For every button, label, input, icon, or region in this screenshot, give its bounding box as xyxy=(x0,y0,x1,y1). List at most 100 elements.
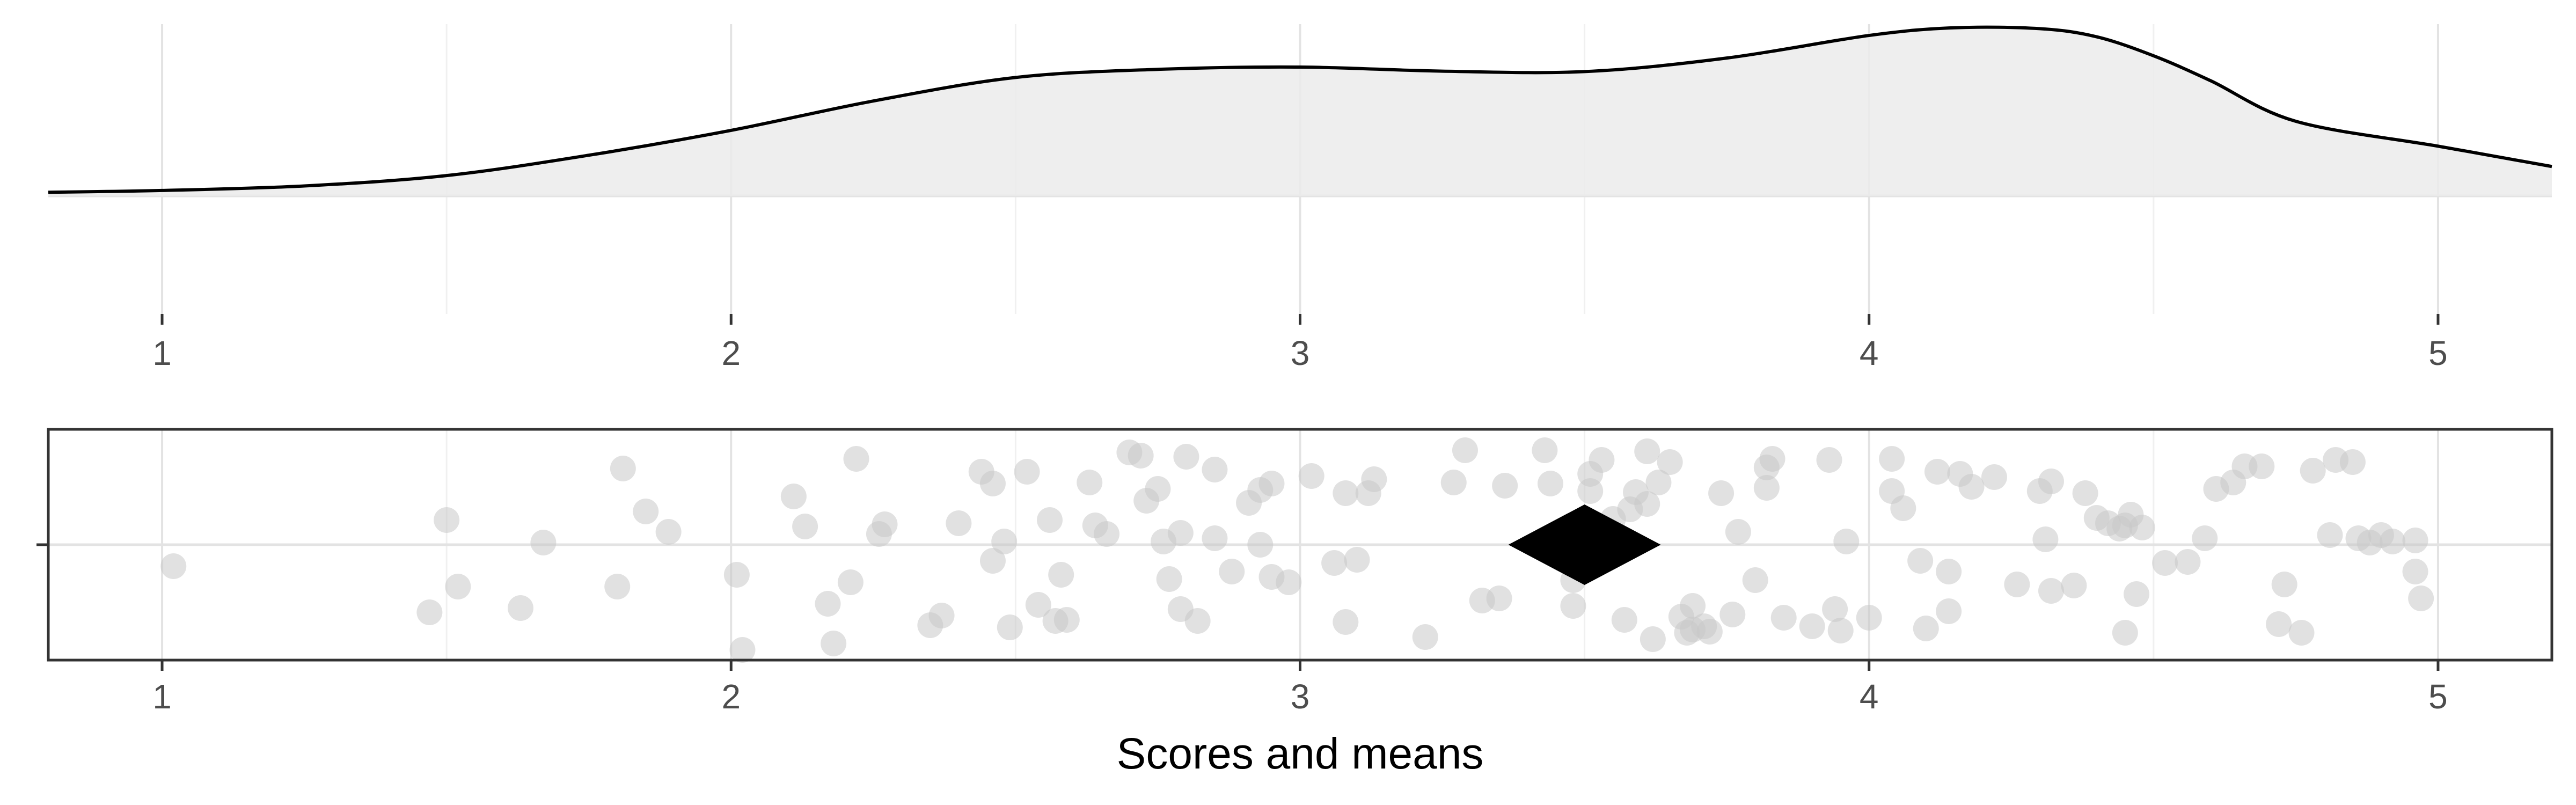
score-point xyxy=(843,446,869,472)
score-point xyxy=(1156,566,1182,592)
score-point xyxy=(416,599,443,625)
score-point xyxy=(1645,470,1672,495)
score-point xyxy=(1048,562,1074,588)
score-point xyxy=(1657,449,1683,475)
score-point xyxy=(1202,457,1228,482)
score-point xyxy=(2072,480,2098,506)
score-point xyxy=(1037,507,1063,533)
score-point xyxy=(2339,449,2366,475)
score-point xyxy=(1333,609,1359,635)
score-point xyxy=(633,499,659,524)
score-point xyxy=(2300,458,2326,484)
score-point xyxy=(1981,464,2007,490)
score-point xyxy=(1759,446,1785,472)
score-point xyxy=(1708,480,1735,506)
score-point xyxy=(928,603,955,628)
score-point xyxy=(1560,593,1586,619)
score-point xyxy=(2004,572,2030,597)
score-point xyxy=(604,574,631,599)
points-x-tick-label: 4 xyxy=(1860,677,1879,716)
density-area xyxy=(48,27,2552,196)
points-panel: 1 2 3 4 5 xyxy=(36,428,2553,716)
score-point xyxy=(1077,470,1103,495)
score-point xyxy=(2112,620,2138,646)
score-point xyxy=(2266,611,2292,637)
score-point xyxy=(1492,473,1518,499)
score-point xyxy=(530,530,557,555)
score-point xyxy=(2317,522,2343,548)
score-point xyxy=(1827,618,1854,643)
score-point xyxy=(1184,608,1211,634)
score-point xyxy=(445,574,471,599)
score-point xyxy=(815,591,841,617)
score-point xyxy=(2192,525,2218,551)
score-point xyxy=(2038,469,2064,494)
score-point xyxy=(655,519,682,545)
score-point xyxy=(821,631,847,656)
score-point xyxy=(1936,598,1962,624)
score-point xyxy=(979,548,1006,574)
points-x-tick-label: 5 xyxy=(2428,677,2448,716)
score-point xyxy=(1321,550,1348,576)
score-point xyxy=(2408,586,2434,611)
score-point xyxy=(2038,578,2064,604)
density-curve xyxy=(48,25,2552,194)
score-point xyxy=(979,471,1006,496)
points-x-tick-label: 3 xyxy=(1291,677,1310,716)
score-point xyxy=(872,511,898,537)
score-point xyxy=(1833,529,1860,554)
score-point xyxy=(2249,453,2275,479)
density-x-tick-label: 1 xyxy=(152,334,172,372)
score-point xyxy=(2380,529,2406,554)
score-point xyxy=(991,529,1018,554)
score-point xyxy=(1634,438,1660,464)
score-point xyxy=(1907,548,1934,574)
score-point xyxy=(723,562,750,588)
points-x-tick-label: 1 xyxy=(152,677,172,716)
score-point xyxy=(1258,471,1285,496)
score-point xyxy=(1298,463,1324,489)
score-point xyxy=(1361,466,1387,492)
score-point xyxy=(1913,616,1939,641)
score-point xyxy=(946,510,972,536)
score-point xyxy=(1202,525,1228,551)
score-point xyxy=(1589,447,1615,473)
score-point xyxy=(1753,475,1780,501)
score-point xyxy=(2402,559,2428,584)
mean-diamond-marker xyxy=(1508,504,1661,585)
score-point xyxy=(1014,459,1040,485)
score-point xyxy=(1145,476,1171,502)
score-point xyxy=(1856,605,1882,631)
score-point xyxy=(1412,624,1438,650)
score-point xyxy=(610,456,636,481)
score-point xyxy=(160,553,187,579)
score-point xyxy=(729,637,756,663)
score-point xyxy=(1276,569,1302,595)
score-point xyxy=(1486,586,1512,611)
score-point xyxy=(1094,521,1120,547)
score-point xyxy=(1640,626,1666,652)
score-point xyxy=(1440,470,1467,495)
score-point xyxy=(1879,446,1905,472)
score-point xyxy=(1799,613,1825,639)
score-point xyxy=(997,614,1023,640)
score-point xyxy=(1742,567,1768,593)
points-x-tick-label: 2 xyxy=(721,677,741,716)
score-point xyxy=(2061,573,2087,598)
score-point xyxy=(1173,444,1199,470)
score-point xyxy=(2152,550,2178,576)
score-point xyxy=(434,507,460,533)
score-point xyxy=(2402,528,2428,553)
score-point xyxy=(1532,437,1558,463)
score-point xyxy=(507,595,533,621)
points-x-axis: 1 2 3 4 5 xyxy=(36,543,2448,716)
score-point xyxy=(1890,495,1916,521)
score-point xyxy=(1822,596,1848,622)
score-point xyxy=(1538,471,1563,496)
score-point xyxy=(2124,581,2150,607)
density-x-tick-label: 5 xyxy=(2428,334,2448,372)
score-point xyxy=(1725,519,1751,545)
score-point xyxy=(1333,480,1359,506)
score-point xyxy=(1219,559,1245,584)
